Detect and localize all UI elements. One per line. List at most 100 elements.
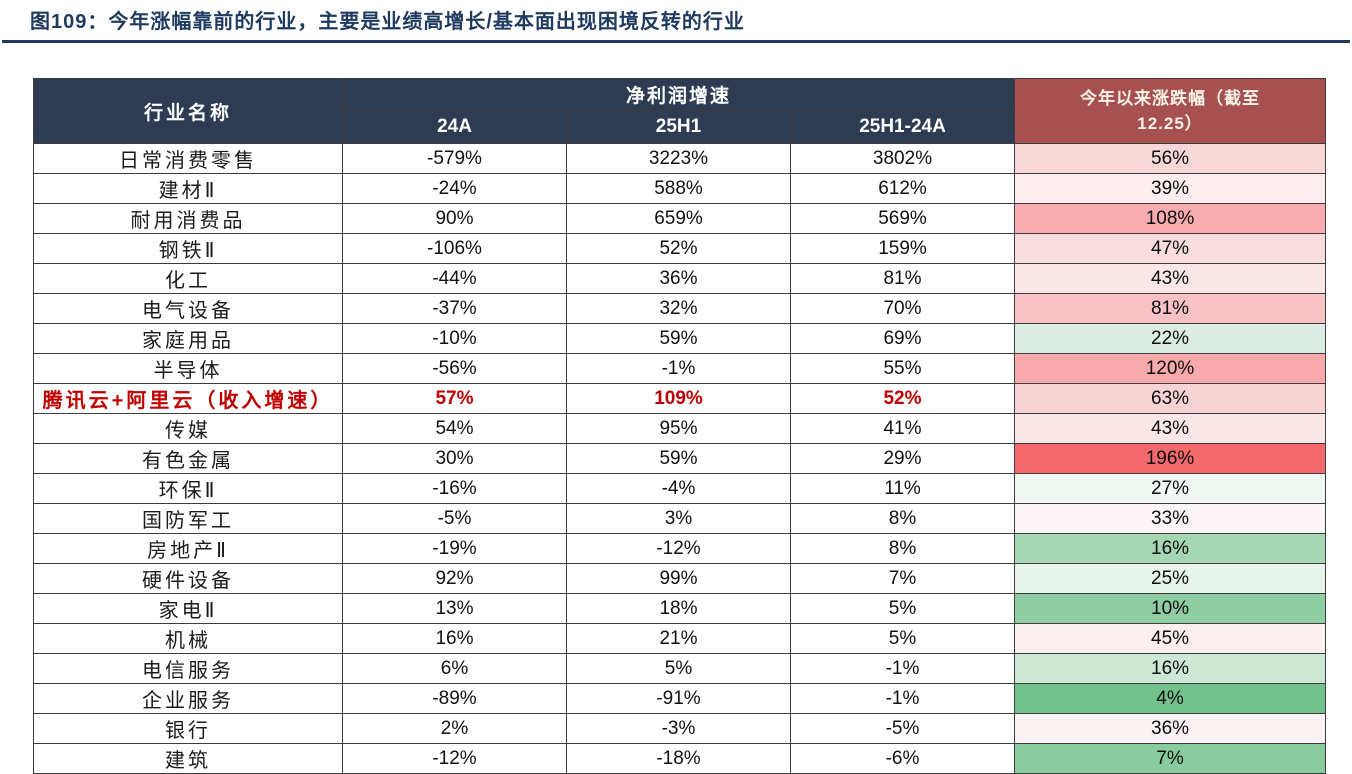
column-header-25h1-minus-24a: 25H1-24A — [789, 110, 1016, 144]
ytd-change-cell: 10% — [1014, 593, 1327, 624]
industry-name-cell: 环保Ⅱ — [33, 473, 343, 504]
industry-name-cell: 腾讯云+阿里云（收入增速） — [33, 383, 343, 414]
net-profit-diff-cell: 5% — [789, 593, 1016, 624]
table-row: 房地产Ⅱ -19% -12% 8% 16% — [33, 533, 1327, 564]
table-row: 家庭用品 -10% 59% 69% 22% — [33, 323, 1327, 354]
industry-name-cell: 传媒 — [33, 413, 343, 444]
net-profit-24a-cell: -89% — [342, 683, 567, 714]
net-profit-24a-cell: -44% — [342, 263, 567, 294]
net-profit-24a-cell: -56% — [342, 353, 567, 384]
ytd-change-cell: 7% — [1014, 743, 1327, 774]
net-profit-diff-cell: 11% — [789, 473, 1016, 504]
net-profit-diff-cell: 55% — [789, 353, 1016, 384]
industry-name-cell: 耐用消费品 — [33, 203, 343, 234]
table-row: 化工 -44% 36% 81% 43% — [33, 263, 1327, 294]
net-profit-diff-cell: 8% — [789, 533, 1016, 564]
net-profit-diff-cell: 8% — [789, 503, 1016, 534]
ytd-change-cell: 81% — [1014, 293, 1327, 324]
ytd-change-cell: 4% — [1014, 683, 1327, 714]
net-profit-24a-cell: -16% — [342, 473, 567, 504]
table-row: 电信服务 6% 5% -1% 16% — [33, 653, 1327, 684]
ytd-change-cell: 196% — [1014, 443, 1327, 474]
ytd-header-line1: 今年以来涨跌幅（截至 — [1080, 88, 1261, 108]
ytd-change-cell: 39% — [1014, 173, 1327, 204]
net-profit-25h1-cell: 659% — [566, 203, 791, 234]
net-profit-diff-cell: -1% — [789, 653, 1016, 684]
net-profit-24a-cell: 54% — [342, 413, 567, 444]
table-row: 腾讯云+阿里云（收入增速） 57% 109% 52% 63% — [33, 383, 1327, 414]
net-profit-diff-cell: 81% — [789, 263, 1016, 294]
ytd-change-cell: 43% — [1014, 263, 1327, 294]
net-profit-diff-cell: -1% — [789, 683, 1016, 714]
ytd-change-cell: 47% — [1014, 233, 1327, 264]
net-profit-24a-cell: -19% — [342, 533, 567, 564]
net-profit-25h1-cell: 588% — [566, 173, 791, 204]
industry-name-cell: 家庭用品 — [33, 323, 343, 354]
industry-name-cell: 机械 — [33, 623, 343, 654]
net-profit-diff-cell: -6% — [789, 743, 1016, 774]
table-row: 环保Ⅱ -16% -4% 11% 27% — [33, 473, 1327, 504]
net-profit-diff-cell: 612% — [789, 173, 1016, 204]
net-profit-diff-cell: 52% — [789, 383, 1016, 414]
table-row: 钢铁Ⅱ -106% 52% 159% 47% — [33, 233, 1327, 264]
table-row: 国防军工 -5% 3% 8% 33% — [33, 503, 1327, 534]
net-profit-25h1-cell: 95% — [566, 413, 791, 444]
net-profit-24a-cell: 6% — [342, 653, 567, 684]
net-profit-24a-cell: -106% — [342, 233, 567, 264]
ytd-change-cell: 56% — [1014, 143, 1327, 174]
net-profit-diff-cell: 70% — [789, 293, 1016, 324]
net-profit-24a-cell: -579% — [342, 143, 567, 174]
net-profit-diff-cell: 29% — [789, 443, 1016, 474]
net-profit-24a-cell: -12% — [342, 743, 567, 774]
net-profit-25h1-cell: -12% — [566, 533, 791, 564]
net-profit-diff-cell: -5% — [789, 713, 1016, 744]
industry-name-cell: 家电Ⅱ — [33, 593, 343, 624]
net-profit-24a-cell: -24% — [342, 173, 567, 204]
ytd-change-cell: 108% — [1014, 203, 1327, 234]
net-profit-diff-cell: 5% — [789, 623, 1016, 654]
net-profit-25h1-cell: -91% — [566, 683, 791, 714]
table-row: 耐用消费品 90% 659% 569% 108% — [33, 203, 1327, 234]
net-profit-24a-cell: 92% — [342, 563, 567, 594]
industry-table-container: 行业名称 净利润增速 今年以来涨跌幅（截至 12.25） 24A 25H1 25… — [33, 78, 1327, 774]
net-profit-25h1-cell: -18% — [566, 743, 791, 774]
table-row: 机械 16% 21% 5% 45% — [33, 623, 1327, 654]
ytd-change-cell: 45% — [1014, 623, 1327, 654]
net-profit-24a-cell: -37% — [342, 293, 567, 324]
net-profit-25h1-cell: 99% — [566, 563, 791, 594]
net-profit-24a-cell: 57% — [342, 383, 567, 414]
industry-name-cell: 半导体 — [33, 353, 343, 384]
net-profit-25h1-cell: 109% — [566, 383, 791, 414]
industry-name-cell: 银行 — [33, 713, 343, 744]
industry-name-cell: 企业服务 — [33, 683, 343, 714]
table-row: 建筑 -12% -18% -6% 7% — [33, 743, 1327, 774]
net-profit-24a-cell: 30% — [342, 443, 567, 474]
net-profit-25h1-cell: 18% — [566, 593, 791, 624]
ytd-change-cell: 36% — [1014, 713, 1327, 744]
column-header-25h1: 25H1 — [566, 110, 791, 144]
table-row: 日常消费零售 -579% 3223% 3802% 56% — [33, 143, 1327, 174]
net-profit-25h1-cell: 52% — [566, 233, 791, 264]
net-profit-diff-cell: 569% — [789, 203, 1016, 234]
net-profit-25h1-cell: 32% — [566, 293, 791, 324]
ytd-change-cell: 33% — [1014, 503, 1327, 534]
net-profit-25h1-cell: 3223% — [566, 143, 791, 174]
table-row: 有色金属 30% 59% 29% 196% — [33, 443, 1327, 474]
net-profit-diff-cell: 7% — [789, 563, 1016, 594]
ytd-change-cell: 16% — [1014, 653, 1327, 684]
ytd-change-cell: 43% — [1014, 413, 1327, 444]
industry-name-cell: 钢铁Ⅱ — [33, 233, 343, 264]
figure-title: 图109：今年涨幅靠前的行业，主要是业绩高增长/基本面出现困境反转的行业 — [30, 11, 745, 33]
table-body: 日常消费零售 -579% 3223% 3802% 56% 建材Ⅱ -24% 58… — [33, 143, 1327, 774]
table-row: 电气设备 -37% 32% 70% 81% — [33, 293, 1327, 324]
table-row: 建材Ⅱ -24% 588% 612% 39% — [33, 173, 1327, 204]
industry-name-cell: 电信服务 — [33, 653, 343, 684]
net-profit-25h1-cell: 36% — [566, 263, 791, 294]
table-row: 家电Ⅱ 13% 18% 5% 10% — [33, 593, 1327, 624]
ytd-change-cell: 16% — [1014, 533, 1327, 564]
title-divider — [2, 40, 1350, 43]
industry-name-cell: 有色金属 — [33, 443, 343, 474]
net-profit-24a-cell: 90% — [342, 203, 567, 234]
net-profit-25h1-cell: 21% — [566, 623, 791, 654]
net-profit-diff-cell: 3802% — [789, 143, 1016, 174]
